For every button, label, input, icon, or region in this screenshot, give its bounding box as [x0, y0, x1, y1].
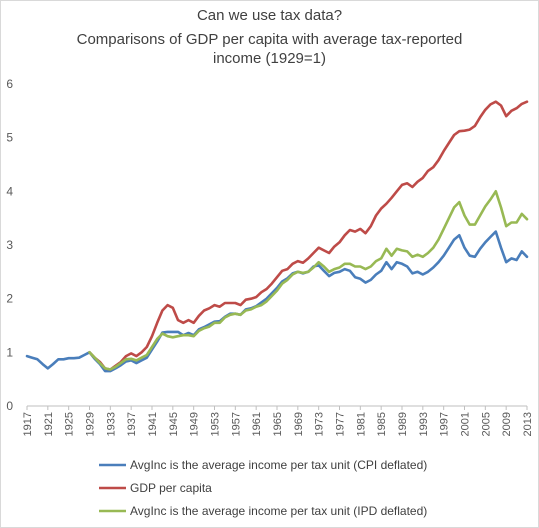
legend-label-ipd: AvgInc is the average income per tax uni… — [130, 504, 427, 518]
chart-title-line-2: Comparisons of GDP per capita with avera… — [76, 31, 463, 48]
x-tick-label: 1969 — [293, 412, 305, 436]
x-tick-label: 1933 — [105, 412, 117, 436]
x-tick-label: 1921 — [43, 412, 55, 436]
series-line-gdp — [88, 100, 529, 371]
x-tick-label: 1953 — [210, 412, 222, 436]
x-tick-label: 1997 — [439, 412, 451, 436]
x-tick-label: 1929 — [85, 412, 97, 436]
x-tick-label: 2009 — [501, 412, 513, 436]
x-tick-label: 1961 — [251, 412, 263, 436]
y-tick-label: 5 — [6, 131, 13, 145]
y-tick-label: 6 — [6, 77, 13, 91]
x-tick-label: 1973 — [314, 412, 326, 436]
x-tick-label: 1981 — [355, 412, 367, 436]
series-line-ipd — [88, 190, 529, 371]
x-tick-label: 2005 — [480, 412, 492, 436]
x-tick-label: 1957 — [230, 412, 242, 436]
x-tick-label: 2013 — [522, 412, 534, 436]
x-tick-label: 1965 — [272, 412, 284, 436]
series-line-cpi — [25, 230, 529, 373]
y-tick-label: 2 — [6, 292, 13, 306]
x-tick-label: 1925 — [64, 412, 76, 436]
x-tick-label: 1985 — [376, 412, 388, 436]
y-tick-label: 3 — [6, 238, 13, 252]
chart-title-line-3: income (1929=1) — [213, 50, 326, 67]
x-tick-label: 2001 — [460, 412, 472, 436]
x-tick-label: 1989 — [397, 412, 409, 436]
x-tick-label: 1945 — [168, 412, 180, 436]
x-tick-label: 1949 — [189, 412, 201, 436]
y-tick-label: 1 — [6, 345, 13, 359]
legend-label-gdp: GDP per capita — [130, 481, 212, 495]
y-tick-label: 0 — [6, 399, 13, 413]
x-tick-label: 1941 — [147, 412, 159, 436]
x-tick-label: 1977 — [335, 412, 347, 436]
chart-title-line-1: Can we use tax data? — [196, 7, 343, 24]
y-tick-label: 4 — [6, 184, 13, 198]
legend-label-cpi: AvgInc is the average income per tax uni… — [130, 458, 427, 472]
x-tick-label: 1917 — [22, 412, 34, 436]
x-tick-label: 1937 — [126, 412, 138, 436]
x-tick-label: 1993 — [418, 412, 430, 436]
